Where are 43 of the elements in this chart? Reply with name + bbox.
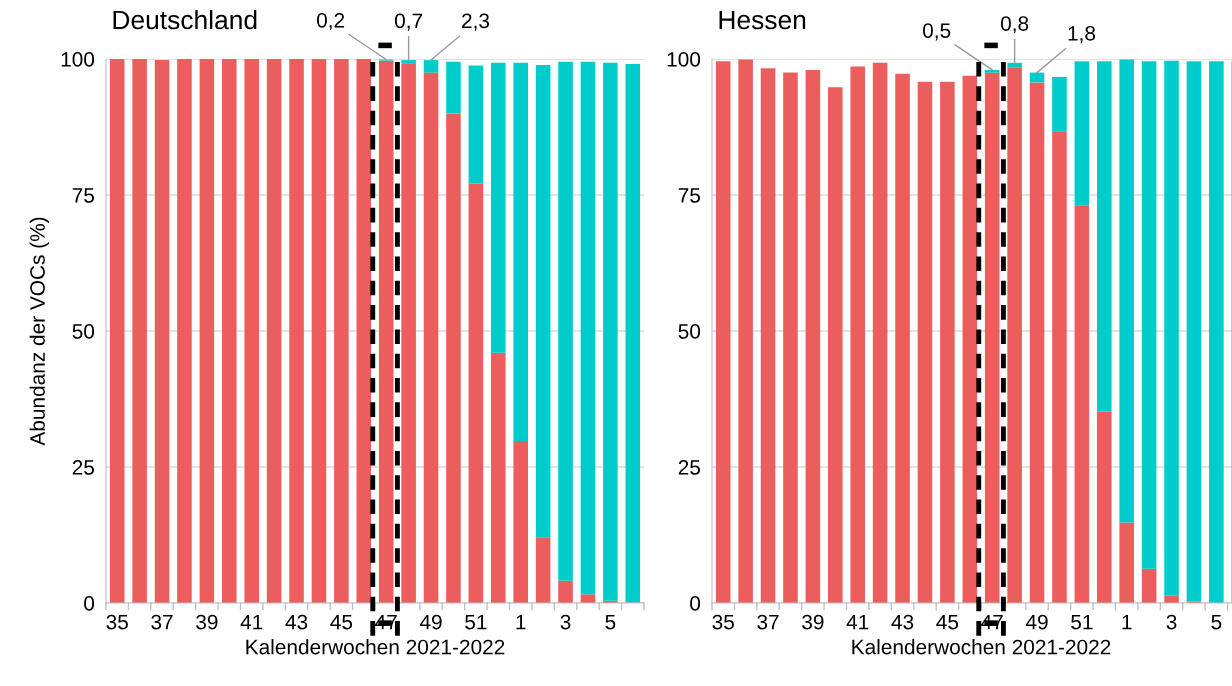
data-label: 0,2 xyxy=(316,12,345,31)
y-tick-label: 50 xyxy=(72,324,95,339)
y-tick-label: 100 xyxy=(61,52,95,67)
x-tick-label: 37 xyxy=(151,614,173,630)
x-tick-label: 5 xyxy=(1211,614,1222,630)
x-tick-label: 43 xyxy=(891,614,914,630)
y-tick-label: 0 xyxy=(84,596,95,611)
y-tick-label: 100 xyxy=(667,52,701,67)
y-tick-label: 25 xyxy=(678,460,701,475)
x-axis-title: Kalenderwochen 2021-2022 xyxy=(246,639,505,655)
x-tick-label: 49 xyxy=(419,614,442,630)
x-tick-label: 39 xyxy=(196,614,218,630)
x-tick-label: 35 xyxy=(712,614,734,630)
chart-title: Deutschland xyxy=(113,9,257,30)
x-tick-label: 41 xyxy=(846,614,869,630)
x-tick-label: 1 xyxy=(516,614,526,630)
x-axis-title: Kalenderwochen 2021-2022 xyxy=(852,639,1111,655)
x-tick-label: 3 xyxy=(560,614,571,630)
y-axis-title: Abundanz der VOCs (%) xyxy=(29,217,50,446)
x-tick-label: 49 xyxy=(1025,614,1048,630)
x-tick-label: 39 xyxy=(802,614,824,630)
data-label: 0,5 xyxy=(922,23,951,41)
y-tick-label: 75 xyxy=(72,188,95,203)
x-tick-label: 45 xyxy=(936,614,959,630)
data-label: 0,7 xyxy=(394,13,423,31)
x-tick-label: 5 xyxy=(605,614,616,630)
data-label: 2,3 xyxy=(462,13,490,31)
x-tick-label: 3 xyxy=(1166,614,1177,630)
y-tick-label: 75 xyxy=(678,188,701,203)
y-tick-label: 0 xyxy=(690,596,701,611)
x-tick-label: 37 xyxy=(757,614,779,630)
chart-title: Hessen xyxy=(719,10,806,30)
y-tick-label: 25 xyxy=(72,460,95,475)
x-tick-label: 43 xyxy=(285,614,308,630)
x-tick-label: 35 xyxy=(106,614,128,630)
x-tick-label: 51 xyxy=(1071,614,1093,630)
y-tick-label: 50 xyxy=(678,324,701,339)
x-tick-label: 51 xyxy=(465,614,487,630)
data-label: 0,8 xyxy=(1000,16,1029,34)
data-label: 1,8 xyxy=(1068,25,1096,44)
x-tick-label: 1 xyxy=(1122,614,1132,630)
x-tick-label: 45 xyxy=(330,614,353,630)
x-tick-label: 41 xyxy=(240,614,263,630)
